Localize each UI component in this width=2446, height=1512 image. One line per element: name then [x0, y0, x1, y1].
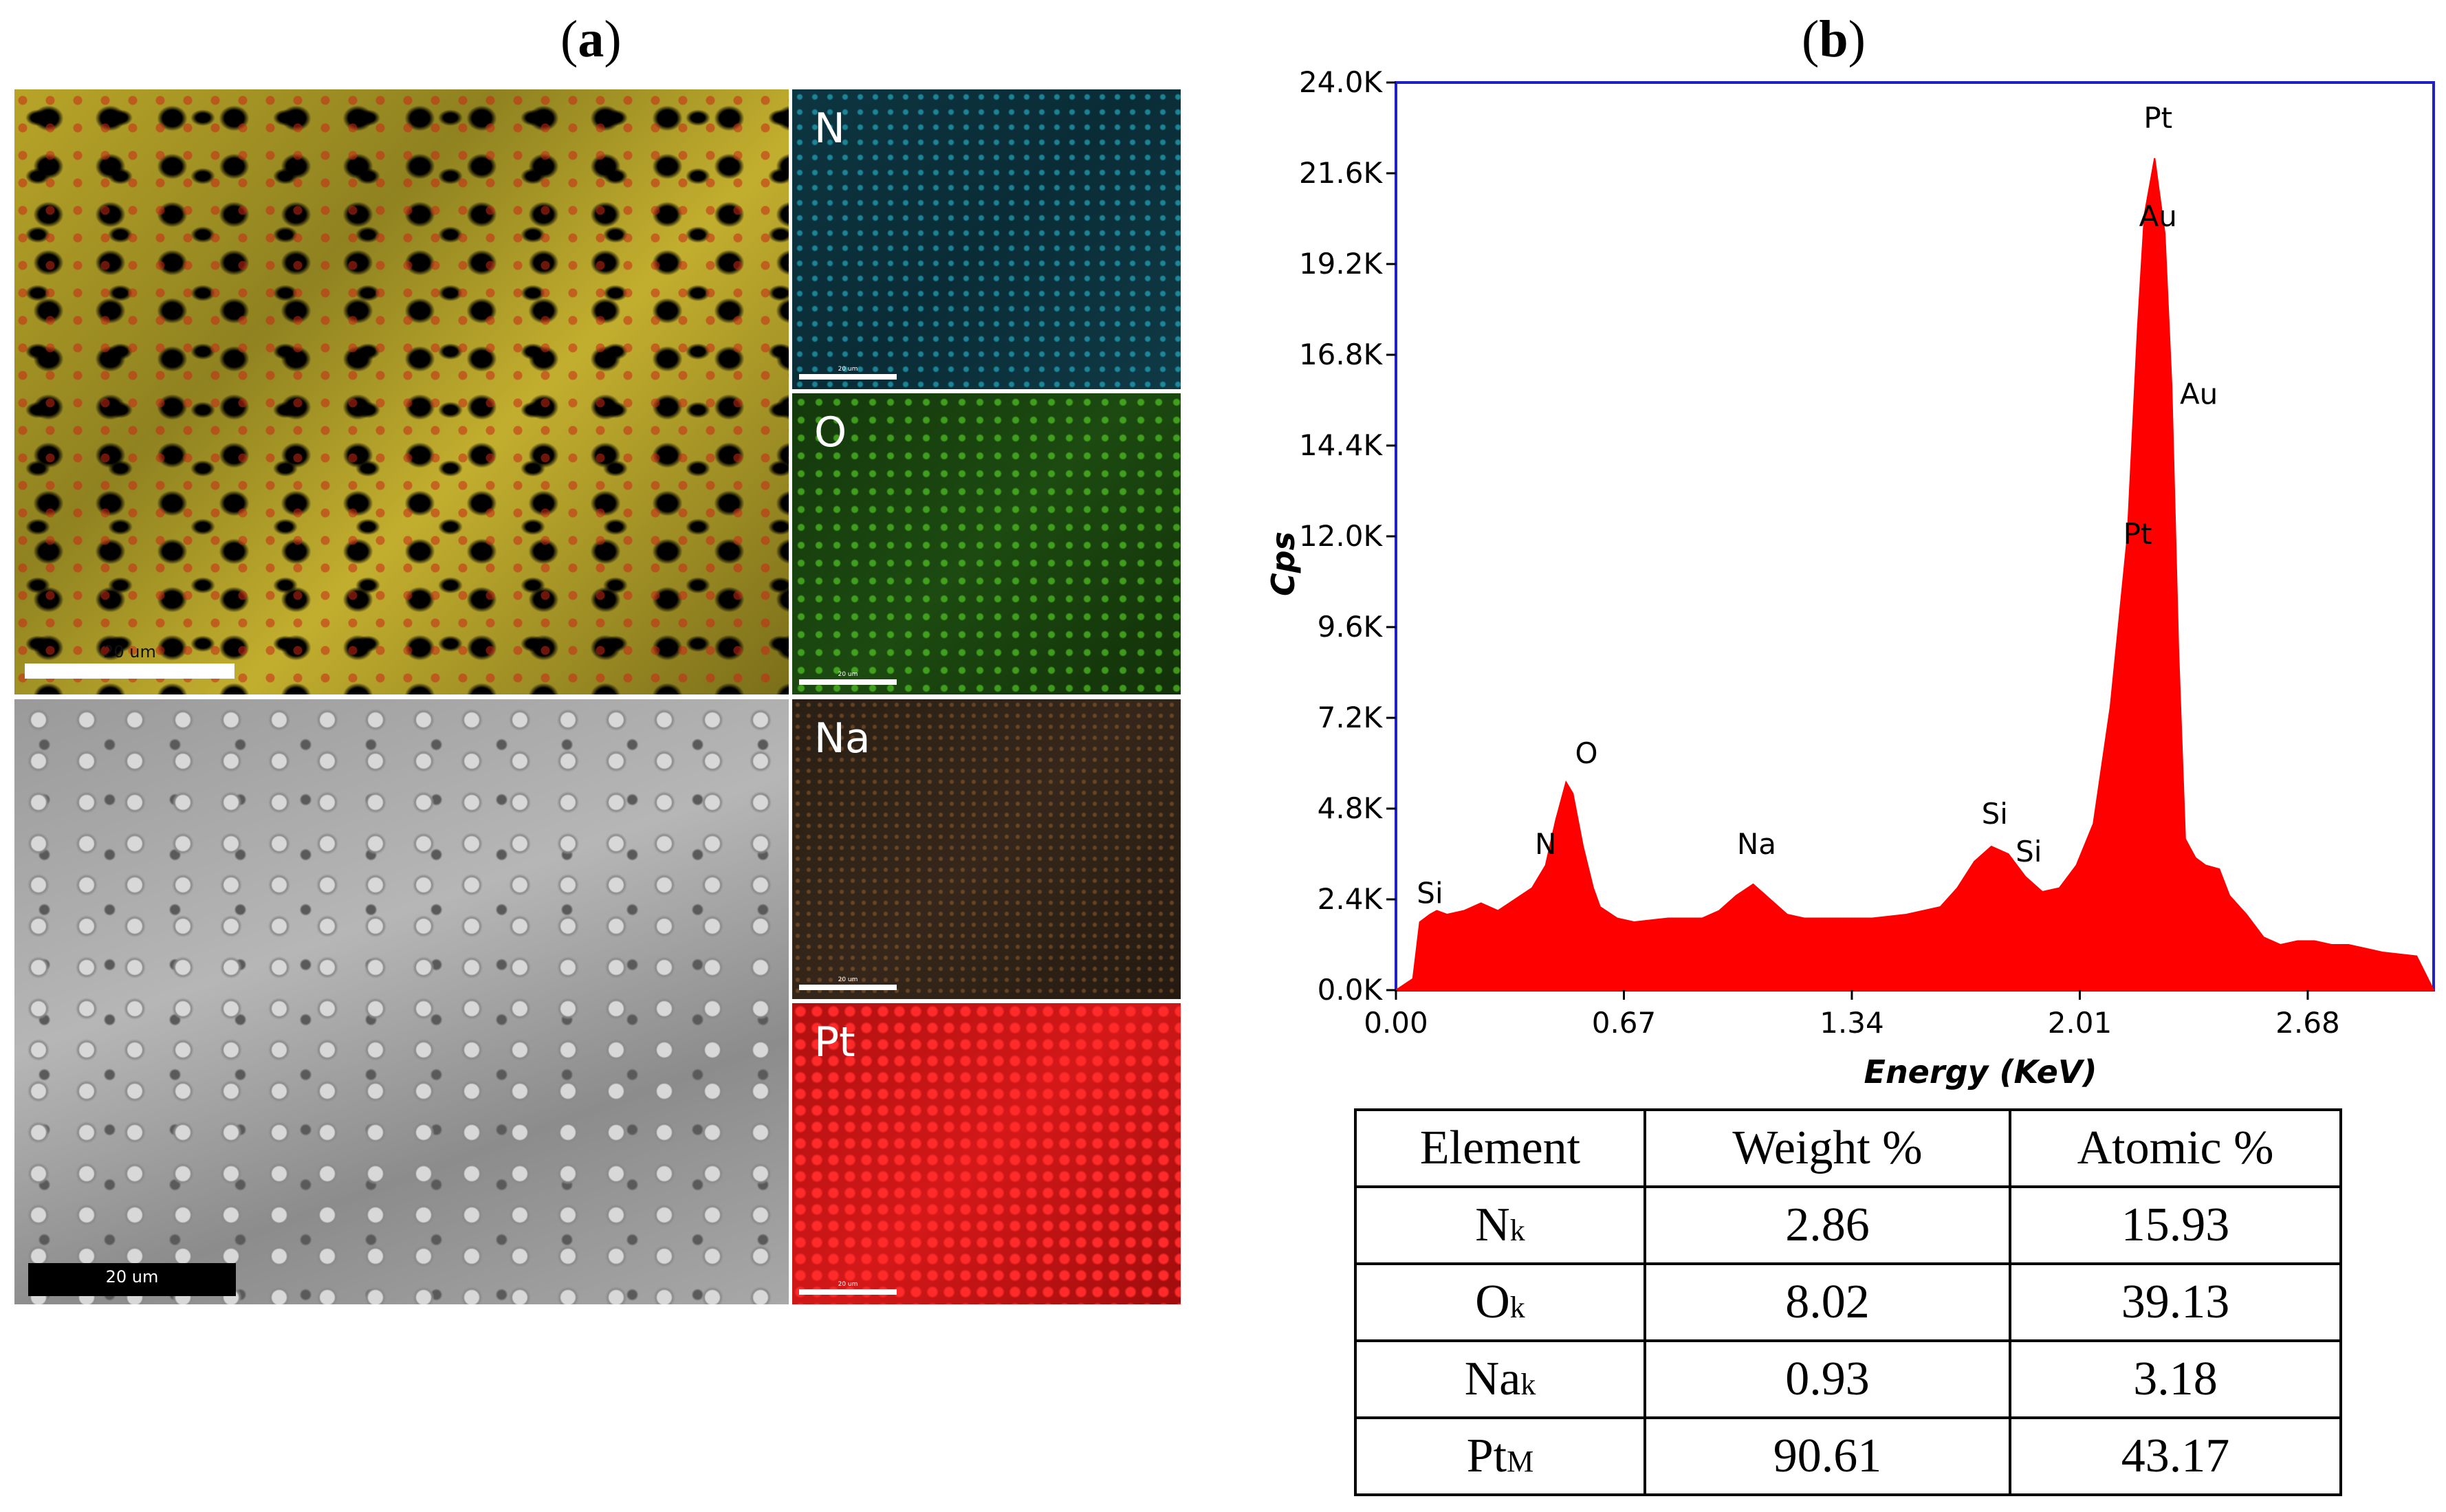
sem-scale-text: 20 um [105, 1267, 159, 1286]
y-tick-label: 9.6K [1318, 610, 1384, 644]
cell-element: Nk [1354, 1185, 1646, 1265]
sem-scale-bar [28, 1263, 236, 1296]
map-n: N 20 um [792, 89, 1181, 389]
map-pt: Pt 20 um [792, 1003, 1181, 1304]
y-axis-ticks: 0.0K 2.4K 4.8K 7.2K 9.6K 12.0K 14.4K 16.8K 19.2K… [1299, 65, 1396, 1007]
peak-label: Au [2139, 199, 2177, 233]
spectrum-series-0 [1393, 157, 2435, 991]
peak-label: Si [1982, 797, 2008, 831]
x-tick-label: 0.00 [1364, 1006, 1428, 1040]
cell-element: Nak [1354, 1339, 1646, 1419]
y-tick-label: 4.8K [1318, 791, 1384, 825]
cell-element: PtM [1354, 1416, 1646, 1496]
y-tick-label: 16.8K [1299, 338, 1384, 371]
cell-atomic: 39.13 [2009, 1262, 2342, 1342]
overlay-scale-text: 20 um [103, 642, 156, 661]
y-tick-label: 0.0K [1318, 973, 1384, 1007]
peak-label: O [1575, 736, 1598, 770]
map-o-title: O [814, 408, 847, 457]
map-na-title: Na [814, 714, 871, 763]
peak-label: Si [2016, 835, 2042, 868]
cell-weight: 2.86 [1644, 1185, 2011, 1265]
x-tick-label: 2.68 [2275, 1006, 2340, 1040]
y-tick-label: 19.2K [1299, 247, 1384, 281]
x-axis-ticks: 0.00 0.67 1.34 2.01 2.68 [1364, 990, 2340, 1040]
map-o-scale-text: 20 um [838, 671, 858, 678]
cell-atomic: 15.93 [2009, 1185, 2342, 1265]
y-tick-label: 12.0K [1299, 519, 1384, 553]
map-na-scale-text: 20 um [838, 976, 858, 983]
sem-image: 20 um [14, 699, 789, 1304]
overlay-scale-bar [25, 664, 234, 679]
panel-label-b: (b) [1802, 10, 1866, 68]
map-o: O 20 um [792, 393, 1181, 694]
cell-element: Ok [1354, 1262, 1646, 1342]
eds-spectrum-chart: 0.0K 2.4K 4.8K 7.2K 9.6K 12.0K 14.4K 16.8K 19.2K… [1265, 65, 2435, 1091]
map-n-scale-text: 20 um [838, 366, 858, 373]
cell-atomic: 3.18 [2009, 1339, 2342, 1419]
y-tick-label: 2.4K [1318, 882, 1384, 916]
cell-atomic: 43.17 [2009, 1416, 2342, 1496]
x-tick-label: 0.67 [1592, 1006, 1657, 1040]
y-axis-title: Cps [1265, 532, 1302, 596]
map-n-scale-bar [799, 374, 897, 380]
composition-table: Element Weight % Atomic % Nk 2.86 15.93 … [1354, 1108, 2342, 1496]
header-weight: Weight % [1644, 1108, 2011, 1188]
panel-label-a: (a) [560, 10, 622, 68]
x-axis-title: Energy (KeV) [1864, 1053, 2097, 1091]
peak-label: Au [2180, 377, 2218, 411]
map-pt-scale-text: 20 um [838, 1281, 858, 1288]
header-atomic: Atomic % [2009, 1108, 2342, 1188]
y-tick-label: 14.4K [1299, 428, 1384, 462]
peak-label: Pt [2143, 101, 2172, 135]
cell-weight: 0.93 [1644, 1339, 2011, 1419]
cell-weight: 8.02 [1644, 1262, 2011, 1342]
table-header-row: Element Weight % Atomic % [1354, 1108, 2342, 1188]
x-tick-label: 2.01 [2048, 1006, 2112, 1040]
peak-label: Si [1417, 877, 1443, 910]
y-tick-label: 21.6K [1299, 156, 1384, 190]
y-tick-label: 7.2K [1318, 701, 1384, 734]
cell-weight: 90.61 [1644, 1416, 2011, 1496]
map-n-title: N [814, 105, 845, 153]
map-na-scale-bar [799, 985, 897, 990]
overlay-map-image: 20 um [14, 89, 789, 694]
header-element: Element [1354, 1108, 1646, 1188]
peak-label: Pt [2123, 517, 2152, 551]
map-pt-scale-bar [799, 1289, 897, 1295]
plot-area [1393, 157, 2435, 991]
table-row: Nak 0.93 3.18 [1354, 1339, 2342, 1419]
map-pt-title: Pt [814, 1018, 855, 1066]
map-na: Na 20 um [792, 699, 1181, 999]
x-tick-label: 1.34 [1820, 1006, 1884, 1040]
peak-label: N [1535, 827, 1556, 861]
table-row: Nk 2.86 15.93 [1354, 1185, 2342, 1265]
y-tick-label: 24.0K [1299, 65, 1384, 99]
table-row: PtM 90.61 43.17 [1354, 1416, 2342, 1496]
map-o-scale-bar [799, 679, 897, 685]
peak-label: Na [1737, 827, 1776, 861]
table-row: Ok 8.02 39.13 [1354, 1262, 2342, 1342]
